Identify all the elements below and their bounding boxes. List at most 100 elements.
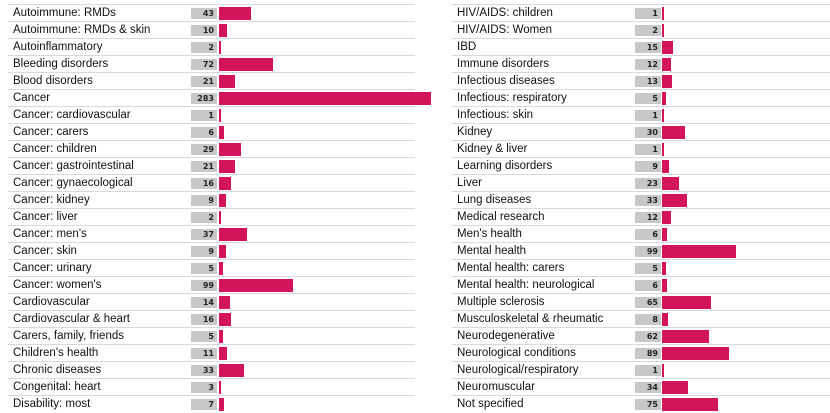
- value-label: 43: [191, 8, 217, 19]
- value-label: 8: [635, 314, 661, 325]
- chart-column-left: Autoimmune: RMDs 43 Autoimmune: RMDs & ski…: [0, 0, 432, 413]
- category-label: Medical research: [457, 211, 545, 223]
- row-divider: [8, 378, 415, 379]
- row-divider: [452, 259, 830, 260]
- bar: [662, 330, 709, 343]
- row-divider: [452, 38, 830, 39]
- category-label: Musculoskeletal & rheumatic: [457, 313, 604, 325]
- category-label: Cancer: urinary: [13, 262, 92, 274]
- chart-row: Mental health: carers 5: [415, 259, 830, 277]
- row-divider: [8, 38, 415, 39]
- row-divider: [452, 174, 830, 175]
- chart-row: Mental health 99: [415, 242, 830, 260]
- category-label: Kidney & liver: [457, 143, 528, 155]
- value-label: 14: [191, 297, 217, 308]
- bar: [662, 245, 737, 258]
- value-label: 16: [191, 314, 217, 325]
- value-label: 72: [191, 59, 217, 70]
- category-label: Neurological/respiratory: [457, 364, 579, 376]
- row-divider: [8, 225, 415, 226]
- row-divider: [8, 123, 415, 124]
- chart-row: Kidney 30: [415, 123, 830, 141]
- category-label: Blood disorders: [13, 75, 93, 87]
- value-label: 6: [191, 127, 217, 138]
- chart-row: Autoimmune: RMDs & skin 10: [0, 21, 415, 39]
- bar: [219, 279, 294, 292]
- category-label: Chronic diseases: [13, 364, 102, 376]
- category-label: Mental health: carers: [457, 262, 565, 274]
- category-label: Cancer: children: [13, 143, 97, 155]
- row-divider: [452, 310, 830, 311]
- value-label: 33: [191, 365, 217, 376]
- category-label: Cardiovascular & heart: [13, 313, 130, 325]
- chart-row: Children's health 11: [0, 344, 415, 362]
- category-label: HIV/AIDS: children: [457, 7, 553, 19]
- value-label: 1: [635, 365, 661, 376]
- row-divider: [452, 378, 830, 379]
- bar: [662, 160, 669, 173]
- row-divider: [8, 327, 415, 328]
- value-label: 9: [191, 195, 217, 206]
- category-label: Immune disorders: [457, 58, 550, 70]
- chart-row: Cancer 283: [0, 89, 432, 107]
- bar: [662, 75, 672, 88]
- bar: [219, 143, 241, 156]
- bar: [662, 296, 711, 309]
- category-label: Autoimmune: RMDs: [13, 7, 116, 19]
- row-divider: [8, 344, 415, 345]
- bar: [662, 228, 667, 241]
- value-label: 283: [191, 93, 217, 104]
- chart-row: Infectious: skin 1: [415, 106, 830, 124]
- category-label: Neuromuscular: [457, 381, 535, 393]
- row-divider: [8, 157, 415, 158]
- value-label: 89: [635, 348, 661, 359]
- category-label: Congenital: heart: [13, 381, 101, 393]
- chart-row: Congenital: heart 3: [0, 378, 415, 396]
- bar: [662, 109, 664, 122]
- category-label: Cancer: carers: [13, 126, 89, 138]
- value-label: 6: [635, 229, 661, 240]
- chart-row: Disability: most 7: [0, 395, 415, 413]
- row-divider: [452, 123, 830, 124]
- row-divider: [8, 293, 415, 294]
- bar: [662, 313, 668, 326]
- category-label: Carers, family, friends: [13, 330, 124, 342]
- row-divider: [452, 242, 830, 243]
- chart-row: Neurological/respiratory 1: [415, 361, 830, 379]
- category-label: Cardiovascular: [13, 296, 90, 308]
- row-divider: [8, 89, 415, 90]
- bar: [662, 143, 664, 156]
- bar: [662, 126, 685, 139]
- value-label: 75: [635, 399, 661, 410]
- value-label: 1: [635, 110, 661, 121]
- category-label: Men's health: [457, 228, 522, 240]
- bar: [219, 92, 432, 105]
- row-divider: [8, 276, 415, 277]
- bar: [219, 24, 227, 37]
- chart-row: Cancer: urinary 5: [0, 259, 415, 277]
- value-label: 10: [191, 25, 217, 36]
- value-label: 7: [191, 399, 217, 410]
- chart-row: Cardiovascular 14: [0, 293, 415, 311]
- chart-row: Cancer: children 29: [0, 140, 415, 158]
- category-label: Cancer: skin: [13, 245, 77, 257]
- value-label: 37: [191, 229, 217, 240]
- category-label: Not specified: [457, 398, 524, 410]
- row-divider: [8, 72, 415, 73]
- value-label: 3: [191, 382, 217, 393]
- chart-row: Autoimmune: RMDs 43: [0, 4, 415, 22]
- category-label: Autoimmune: RMDs & skin: [13, 24, 151, 36]
- chart-row: Cancer: cardiovascular 1: [0, 106, 415, 124]
- value-label: 1: [635, 8, 661, 19]
- value-label: 16: [191, 178, 217, 189]
- chart-row: Cancer: skin 9: [0, 242, 415, 260]
- bar: [662, 347, 729, 360]
- category-label: IBD: [457, 41, 477, 53]
- row-divider: [452, 191, 830, 192]
- row-divider: [452, 327, 830, 328]
- row-divider: [8, 55, 415, 56]
- bar: [662, 41, 674, 54]
- bar: [219, 228, 247, 241]
- bar: [219, 126, 224, 139]
- bar: [662, 92, 666, 105]
